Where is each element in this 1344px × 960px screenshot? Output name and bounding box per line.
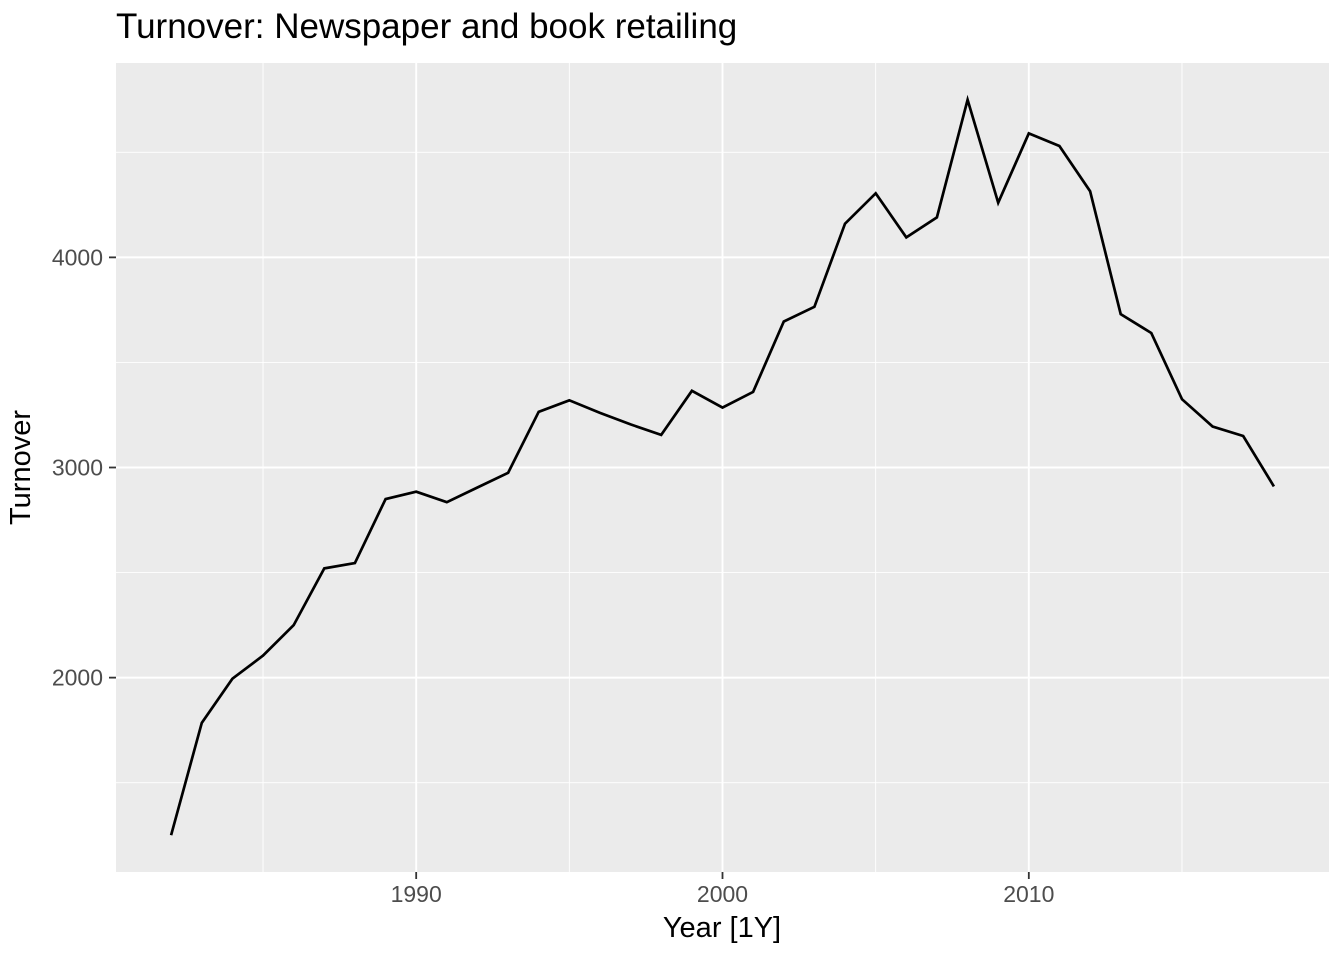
y-tick-label: 2000 [52, 665, 103, 691]
chart-title: Turnover: Newspaper and book retailing [116, 7, 737, 46]
x-tick-label: 2000 [697, 881, 748, 907]
axis-tick-marks [109, 256, 1030, 879]
y-axis-title: Turnover [5, 410, 37, 525]
x-axis-title: Year [1Y] [663, 912, 781, 944]
y-tick-label: 4000 [52, 244, 103, 270]
major-gridlines [116, 63, 1329, 872]
x-tick-label: 2010 [1003, 881, 1054, 907]
y-tick-label: 3000 [52, 455, 103, 481]
x-tick-label: 1990 [391, 881, 442, 907]
turnover-line-series [169, 94, 1276, 836]
axis-tick-labels: 1990 2000 2010 2000 3000 4000 [52, 244, 1055, 907]
